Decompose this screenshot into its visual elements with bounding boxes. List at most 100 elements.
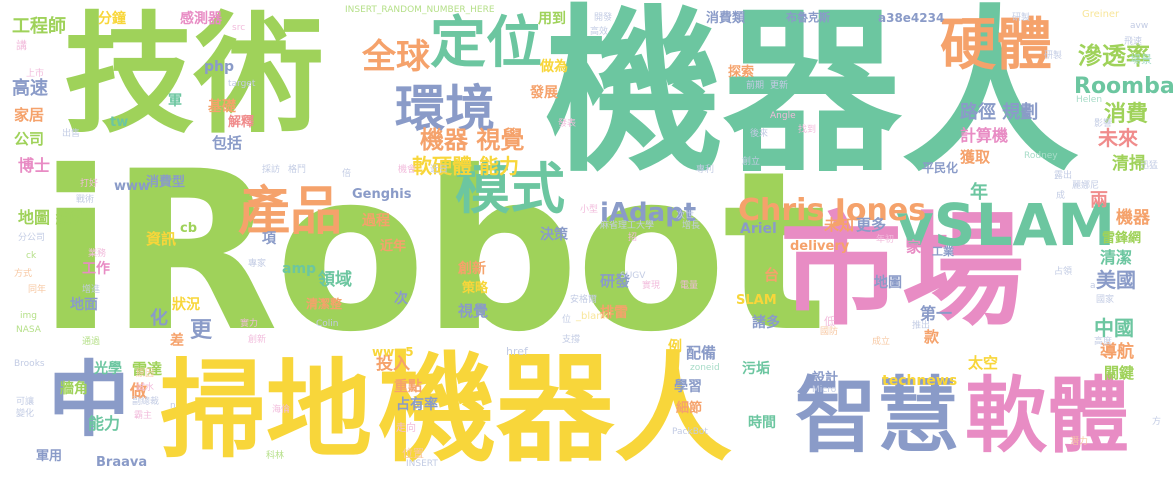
word-wugou: 污垢 (742, 361, 770, 377)
word-zuo: 做 (130, 382, 147, 402)
word-jichu: 基礎 (208, 99, 236, 115)
word-diyi: 第一 (920, 304, 953, 323)
word-yanxu: 研製 (1012, 13, 1031, 23)
word-paileii: 排雷 (600, 305, 628, 321)
word-moshi: 模式 (455, 157, 566, 221)
word-qiangjiao: 牆角 (60, 381, 88, 397)
word-slam: SLAM (736, 293, 777, 308)
word-nengli: 能力 (88, 414, 121, 433)
word-caimo: 採訪 (262, 165, 281, 175)
word-xiaofeilei: 消費類 (706, 11, 746, 26)
word-fenzhong: 分鐘 (98, 11, 126, 27)
word-weizhi2: 位置 (402, 447, 424, 460)
word-junyong: 軍用 (36, 449, 63, 464)
word-nasa: NASA (16, 325, 41, 335)
word-lingyu: 領域 (318, 270, 352, 290)
word-www: www (114, 179, 151, 194)
word-yanfa: 研發 (600, 272, 631, 290)
word-jinnian: 近年 (380, 239, 407, 254)
word-zhanling: 霸主 (134, 411, 153, 421)
word-www5: www5 (372, 345, 414, 359)
word-gaodu: 高度 (1094, 337, 1113, 347)
word-gaoxiao: 高效 (590, 27, 609, 37)
word-keyi: 可讓 (16, 397, 35, 407)
word-gongchengshi: 工程師 (12, 16, 66, 37)
word-ariel: Ariel (740, 221, 777, 237)
word-nian: 年 (970, 182, 988, 203)
word-fang: 方 (1152, 417, 1162, 427)
word-anigeli: 安格爾 (570, 295, 598, 305)
word-jiqiren-top: 機器人 (545, 0, 1079, 196)
word-dianlin: 電量 (680, 281, 699, 291)
word-ye: 業務 (88, 249, 107, 259)
word-colin: Colin (316, 319, 339, 329)
word-hash: a38e4234 (878, 11, 945, 25)
word-xunqiu: 迅猛 (1140, 161, 1159, 171)
word-greiner: Greiner (1082, 9, 1120, 20)
word-saodi: 掃地 (160, 349, 372, 472)
word-leida: 雷達 (132, 360, 163, 378)
word-guzhuang: 格鬥 (288, 165, 307, 175)
word-daohang: 導航 (1100, 342, 1134, 362)
word-zoneid: zoneid (690, 363, 720, 373)
word-gengxin: 更新 (770, 81, 789, 91)
word-boshi: 博士 (18, 156, 51, 175)
word-chushou: 出售 (62, 129, 81, 139)
word-ci: 次 (394, 291, 408, 307)
word-blank: _blank' (576, 311, 612, 322)
word-kelin: 科林 (266, 451, 285, 461)
word-zuowei: 做為 (540, 59, 568, 75)
word-weizhi: 未知 (824, 216, 855, 234)
word-xibu: 細節 (676, 401, 703, 416)
word-insert: INSERT_RANDOM_NUMBER_HERE (345, 5, 495, 15)
word-zhi: 倍 (342, 169, 352, 179)
word-huanjing: 環境 (395, 80, 495, 138)
word-shangshi: 上市 (26, 69, 45, 79)
word-n: n (170, 401, 176, 411)
word-wei: 位 (562, 315, 572, 325)
word-zhuduo: 諸多 (752, 315, 780, 331)
word-ck: ck (26, 251, 37, 261)
word-avw: avw (1130, 21, 1149, 31)
word-tai: 台 (764, 266, 780, 284)
word-li: 例 (668, 339, 682, 355)
word-yingti: 硬體 (940, 13, 1052, 78)
word-zhiyuan: 招 (628, 233, 638, 243)
word-jihui: 機會 (398, 165, 417, 175)
word-brooks: Brooks (14, 359, 45, 369)
word-yuanyin: 原因 (136, 369, 155, 379)
word-jiaju: 家居 (14, 106, 45, 124)
word-yanjiu: 研製 (1044, 51, 1063, 61)
word-iadapt: iAdapt (600, 198, 697, 228)
word-kuan: 款 (924, 328, 940, 346)
word-zhanyi: 戰術 (76, 195, 95, 205)
word-shishou: 試水 (136, 383, 155, 393)
word-shijian: 時間 (748, 415, 776, 431)
word-geng: 更 (190, 318, 213, 343)
word-ruanyingti: 軟硬體 能力 (412, 154, 519, 178)
word-xuexi: 學習 (674, 379, 702, 395)
word-technews: technews (882, 373, 958, 389)
word-zengjin: 增進 (82, 285, 101, 295)
word-ditu-huizhi: 地圖 繪製 (18, 208, 88, 227)
word-zhuanli: 專利 (696, 165, 715, 175)
word-tuichu: 推出 (912, 321, 931, 331)
word-shichang: 市場 (780, 200, 1024, 342)
word-weilai: 未來 (1098, 126, 1138, 150)
word-zhuangkuang: 狀況 (172, 297, 200, 313)
word-guojia: 國家 (1096, 295, 1115, 305)
word-xiang: 項 (262, 231, 276, 247)
word-zhongguo: 中國 (1094, 316, 1134, 340)
word-helen: Helen (1076, 95, 1103, 105)
word-lujing: 路徑 規劃 (960, 102, 1039, 123)
word-zhong: 中 (48, 353, 131, 448)
word-jiang: 講 (16, 39, 27, 52)
word-di: 低 (824, 315, 835, 328)
word-taikong: 太空 (968, 354, 999, 372)
word-hua: 化 (150, 308, 168, 329)
word-delivery: delivery (790, 239, 850, 254)
word-tongnian: 同年 (28, 285, 47, 295)
word-jisuanji: 計算機 (960, 126, 1009, 145)
word-lilang: 麗娜尼 (1072, 181, 1100, 191)
